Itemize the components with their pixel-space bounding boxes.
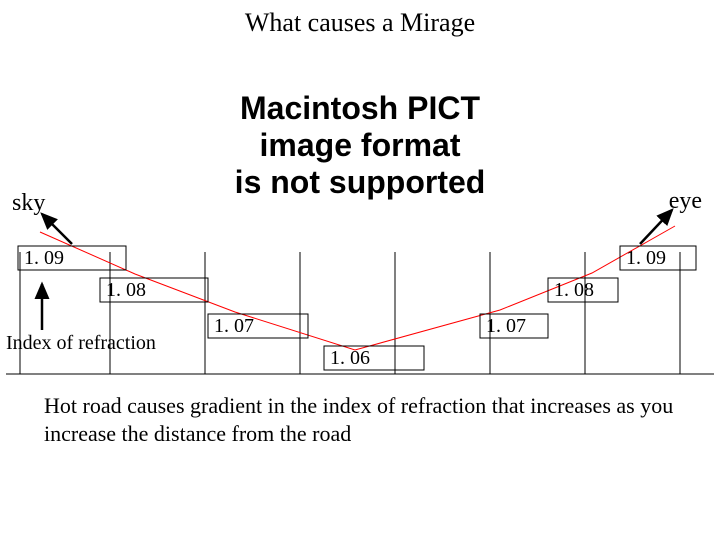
ior-value-2-left: 1. 07 <box>214 315 254 338</box>
caption-text: Hot road causes gradient in the index of… <box>44 392 690 447</box>
ior-value-2-right: 1. 07 <box>486 315 526 338</box>
mirage-diagram <box>0 0 720 540</box>
ior-value-1-left: 1. 08 <box>106 279 146 302</box>
ior-value-0-left: 1. 09 <box>24 247 64 270</box>
ior-value-0-right: 1. 09 <box>626 247 666 270</box>
ior-value-3-mid: 1. 06 <box>330 347 370 370</box>
ior-value-1-right: 1. 08 <box>554 279 594 302</box>
arrow-eye <box>640 210 672 244</box>
